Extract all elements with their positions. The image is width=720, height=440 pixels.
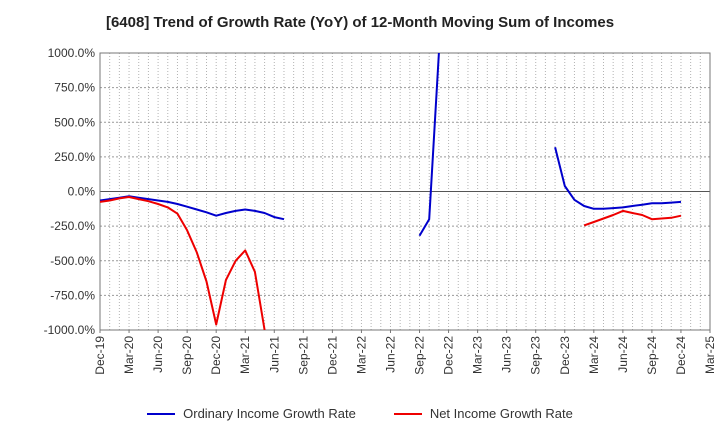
x-tick-label: Dec-20: [209, 336, 223, 375]
legend-label-ordinary-income: Ordinary Income Growth Rate: [183, 406, 356, 421]
x-tick-label: Mar-20: [122, 336, 136, 374]
legend-swatch-ordinary-income: [147, 412, 176, 415]
x-tick-label: Jun-22: [383, 336, 397, 373]
x-tick-label: Dec-22: [442, 336, 456, 375]
x-tick-label: Jun-24: [616, 336, 630, 373]
y-tick-label: 750.0%: [54, 81, 95, 95]
x-tick-label: Sep-20: [180, 336, 194, 375]
x-tick-label: Dec-24: [674, 336, 688, 375]
plot-frame: [99, 52, 711, 331]
x-tick-label: Dec-21: [325, 336, 339, 375]
x-tick-label: Mar-23: [471, 336, 485, 374]
x-tick-label: Mar-22: [354, 336, 368, 374]
series-line-ordinary-income: [418, 53, 440, 237]
x-tick-label: Mar-24: [587, 336, 601, 374]
y-tick-label: -250.0%: [50, 219, 95, 233]
x-tick-label: Jun-21: [267, 336, 281, 373]
x-tick-label: Mar-21: [238, 336, 252, 374]
x-tick-label: Sep-22: [413, 336, 427, 375]
x-tick-label: Sep-24: [645, 336, 659, 375]
legend-label-net-income: Net Income Growth Rate: [429, 406, 573, 421]
series-line-ordinary-income: [554, 146, 682, 210]
y-tick-label: 250.0%: [54, 150, 95, 164]
series-line-net-income: [100, 196, 266, 330]
x-tick-label: Sep-23: [529, 336, 543, 375]
legend-item-net-income: Net Income Growth Rate: [393, 406, 573, 421]
y-tick-label: 0.0%: [68, 185, 96, 199]
y-tick-label: -500.0%: [50, 254, 95, 268]
y-tick-label: 1000.0%: [48, 46, 96, 60]
y-tick-label: 500.0%: [54, 115, 95, 129]
y-tick-label: -1000.0%: [44, 323, 96, 337]
x-tick-label: Dec-23: [558, 336, 572, 375]
x-tick-label: Jun-20: [151, 336, 165, 373]
x-tick-label: Dec-19: [93, 336, 107, 375]
y-tick-label: -750.0%: [50, 288, 95, 302]
chart-legend: Ordinary Income Growth Rate Net Income G…: [0, 406, 720, 421]
x-tick-label: Jun-23: [500, 336, 514, 373]
chart-title: [6408] Trend of Growth Rate (YoY) of 12-…: [105, 14, 615, 31]
x-tick-label: Mar-25: [703, 336, 717, 374]
x-tick-label: Sep-21: [296, 336, 310, 375]
legend-swatch-net-income: [393, 412, 422, 415]
legend-item-ordinary-income: Ordinary Income Growth Rate: [147, 406, 356, 421]
series-line-net-income: [583, 209, 682, 227]
